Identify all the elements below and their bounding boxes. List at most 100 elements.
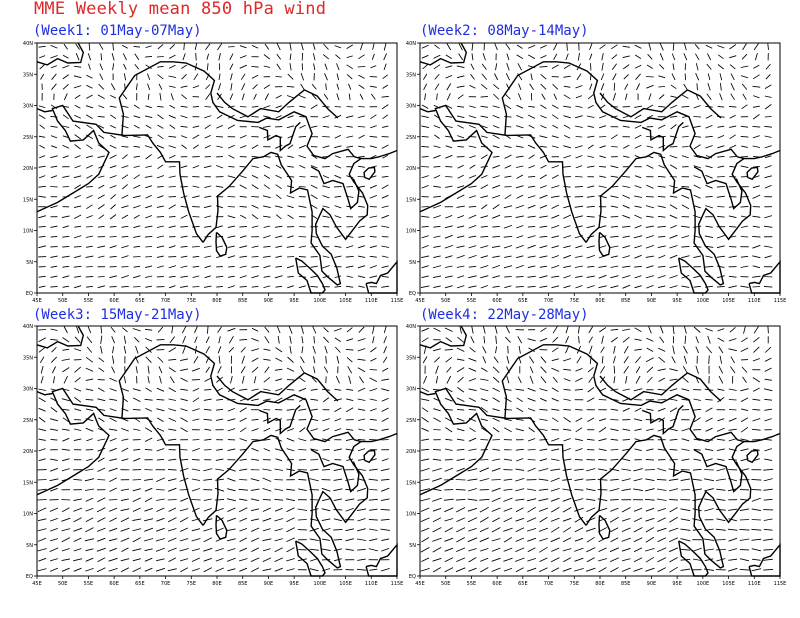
wind-stick: [358, 428, 365, 431]
wind-stick: [369, 377, 378, 382]
wind-stick: [432, 458, 442, 461]
wind-stick: [263, 115, 271, 119]
wind-stick: [263, 205, 271, 209]
wind-stick: [574, 478, 584, 482]
wind-stick: [108, 557, 118, 562]
wind-stick: [669, 407, 678, 413]
wind-stick: [97, 204, 105, 210]
wind-stick: [669, 428, 678, 432]
wind-stick: [468, 378, 477, 382]
wind-stick: [382, 74, 388, 80]
wind-stick: [73, 517, 82, 523]
wind-stick: [550, 477, 560, 482]
wind-stick: [576, 73, 582, 81]
wind-stick: [50, 186, 58, 188]
wind-stick: [504, 164, 512, 169]
wind-stick: [634, 245, 642, 249]
wind-stick: [239, 255, 248, 258]
wind-stick: [563, 417, 571, 423]
x-tick-label: 110E: [365, 581, 378, 587]
coastline-segment: [36, 390, 53, 396]
wind-stick: [61, 215, 70, 219]
wind-stick: [634, 105, 642, 108]
wind-stick: [763, 478, 773, 482]
wind-stick: [251, 418, 259, 421]
wind-stick: [37, 528, 47, 532]
wind-stick: [506, 355, 510, 364]
wind-stick: [109, 487, 117, 492]
wind-stick: [752, 377, 761, 383]
wind-stick: [752, 145, 761, 148]
wind-stick: [742, 376, 747, 383]
wind-stick: [263, 164, 271, 169]
wind-stick: [563, 105, 572, 108]
wind-stick: [180, 205, 188, 208]
wind-stick: [445, 75, 453, 79]
wind-stick: [672, 63, 675, 71]
wind-stick: [37, 479, 47, 481]
wind-stick: [739, 528, 750, 531]
wind-stick: [622, 328, 631, 331]
wind-stick: [456, 285, 465, 289]
wind-stick: [515, 155, 524, 158]
wind-stick: [610, 205, 618, 208]
wind-stick: [471, 42, 474, 51]
wind-stick: [50, 135, 58, 139]
wind-stick: [480, 285, 488, 289]
wind-stick: [251, 115, 259, 118]
wind-stick: [121, 458, 129, 462]
wind-stick: [563, 378, 571, 382]
wind-stick: [692, 558, 702, 561]
wind-stick: [599, 145, 606, 149]
wind-stick: [681, 204, 690, 210]
wind-stick: [468, 557, 477, 563]
wind-stick: [262, 517, 272, 522]
wind-stick: [122, 327, 128, 333]
wind-stick: [229, 53, 234, 61]
wind-stick: [323, 43, 329, 50]
wind-stick: [668, 527, 679, 532]
wind-stick: [158, 366, 163, 374]
wind-stick: [204, 285, 212, 288]
wind-stick: [622, 428, 631, 431]
wind-stick: [50, 175, 58, 179]
wind-stick: [359, 376, 364, 384]
wind-stick: [51, 346, 57, 353]
wind-stick: [298, 186, 306, 188]
wind-stick: [144, 275, 153, 278]
wind-stick: [205, 336, 210, 344]
wind-stick: [74, 124, 81, 129]
wind-stick: [239, 537, 247, 542]
wind-stick: [669, 557, 678, 563]
wind-stick: [574, 185, 583, 188]
wind-stick: [321, 487, 331, 492]
wind-stick: [297, 519, 307, 521]
wind-stick: [74, 195, 81, 199]
wind-stick: [264, 93, 269, 101]
wind-stick: [348, 375, 352, 384]
wind-stick: [156, 398, 165, 401]
wind-stick: [38, 397, 46, 403]
wind-stick: [167, 478, 177, 482]
wind-stick: [250, 488, 260, 491]
wind-stick: [322, 136, 330, 138]
wind-stick: [482, 356, 487, 364]
wind-stick: [109, 185, 117, 189]
wind-stick: [325, 355, 327, 364]
wind-stick: [539, 275, 548, 279]
wind-stick: [539, 204, 548, 209]
wind-stick: [97, 447, 106, 452]
wind-stick: [423, 375, 428, 384]
wind-stick: [610, 265, 619, 268]
wind-stick: [111, 355, 115, 364]
wind-stick: [310, 459, 319, 461]
wind-stick: [752, 448, 760, 451]
coastline-segment: [419, 387, 587, 526]
wind-stick: [180, 377, 188, 382]
wind-stick: [334, 145, 342, 149]
wind-stick: [585, 567, 596, 572]
wind-stick: [263, 245, 271, 248]
wind-stick: [85, 557, 94, 562]
wind-stick: [669, 176, 678, 178]
wind-stick: [672, 345, 675, 354]
